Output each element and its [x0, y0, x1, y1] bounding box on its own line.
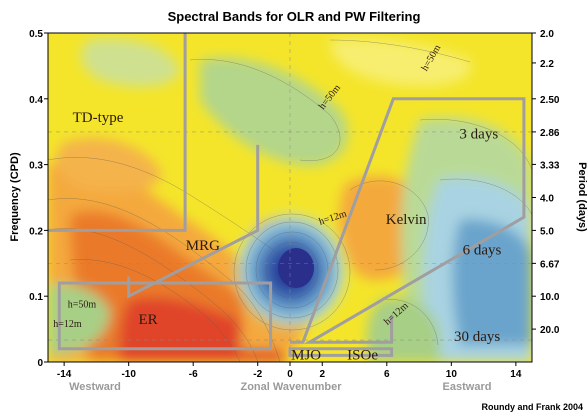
- y-right-tick-label: 20.0: [540, 325, 560, 336]
- heatmap-blue-right: [452, 219, 532, 345]
- band-outline-mrg: [127, 144, 260, 299]
- contour-line: [48, 157, 281, 256]
- contour-line: [265, 241, 319, 299]
- y-axis-right-ticks: 2.0 2.2 2.50 2.86 3.33 4.0 5.0 6.67 10.0 20.0: [532, 29, 560, 336]
- y-right-tick-label: 2.2: [540, 59, 554, 70]
- contour-line: [329, 39, 471, 63]
- x-tick-label: -2: [253, 369, 262, 380]
- heatmap-green-upper: [200, 57, 348, 166]
- band-labels: TD-type MRG Kelvin ER MJO ISOe: [73, 110, 427, 364]
- band-label-td-type: TD-type: [73, 110, 124, 126]
- y-left-tick-label: 0.4: [29, 95, 43, 106]
- contour-line: [245, 221, 339, 319]
- x-tick-label: 14: [510, 369, 522, 380]
- y-right-tick-label: 10.0: [540, 292, 560, 303]
- heatmap-green-left: [48, 283, 110, 355]
- x-tick-label: 6: [384, 369, 390, 380]
- annotation-label: 3 days: [459, 126, 498, 142]
- x-axis-ticks: -14 -10 -6 -2 0 2 6 10 14: [57, 362, 522, 380]
- heatmap-green-topleft: [81, 38, 180, 87]
- band-label-kelvin: Kelvin: [386, 212, 427, 228]
- chart-title: Spectral Bands for OLR and PW Filtering: [168, 9, 421, 24]
- x-tick-label: -14: [57, 369, 72, 380]
- band-label-isoe: ISOe: [347, 348, 378, 364]
- y-left-tick-label: 0.5: [29, 29, 43, 40]
- grid-lines: [48, 33, 532, 362]
- y-left-tick-label: 0.3: [29, 161, 43, 172]
- heatmap-green-bottomright: [367, 297, 440, 362]
- credit-label: Roundy and Frank 2004: [481, 402, 583, 412]
- band-outlines: [48, 33, 526, 357]
- contour-line: [69, 259, 241, 362]
- y-left-tick-label: 0.2: [29, 226, 43, 237]
- annotation-label: h=50m: [68, 299, 97, 310]
- westward-label: Westward: [69, 381, 121, 393]
- y-right-tick-label: 2.86: [540, 128, 560, 139]
- y-right-tick-label: 2.50: [540, 95, 560, 106]
- annotation-label: 6 days: [463, 243, 502, 259]
- contour-line: [48, 198, 281, 362]
- heatmap-blobs: [48, 38, 532, 362]
- annotation-label: h=12m: [53, 319, 82, 330]
- x-axis-label: Zonal Wavenumber: [240, 381, 342, 393]
- y-right-tick-label: 3.33: [540, 160, 560, 171]
- y-left-tick-label: 0.1: [29, 292, 43, 303]
- band-outline-mjo-isoe: [288, 347, 394, 357]
- band-label-mjo: MJO: [291, 348, 321, 364]
- annotation-label: 30 days: [454, 329, 500, 345]
- contour-line: [379, 298, 439, 346]
- band-outline-td-type: [48, 33, 187, 232]
- band-outline-kelvin: [290, 97, 526, 344]
- y-right-tick-label: 4.0: [540, 194, 554, 205]
- x-tick-label: -6: [189, 369, 198, 380]
- y-axis-left-ticks: 0 0.1 0.2 0.3 0.4 0.5: [29, 29, 48, 369]
- heatmap-mjo-peak: [278, 248, 314, 288]
- heatmap-lightyellow-top: [330, 38, 472, 87]
- x-tick-label: 0: [287, 369, 293, 380]
- y-right-tick-label: 2.0: [540, 29, 554, 40]
- band-label-mrg: MRG: [186, 238, 220, 254]
- y-left-tick-label: 0: [37, 358, 43, 369]
- y-right-tick-label: 5.0: [540, 226, 554, 237]
- x-tick-label: 10: [446, 369, 458, 380]
- y-axis-right-label: Period (days): [576, 162, 588, 232]
- contour-line: [439, 178, 532, 216]
- x-tick-label: 2: [319, 369, 325, 380]
- heatmap-orange-topleft: [56, 138, 162, 192]
- y-right-tick-label: 6.67: [540, 259, 560, 270]
- x-tick-label: -10: [121, 369, 136, 380]
- y-axis-left-label: Frequency (CPD): [9, 152, 21, 242]
- heatmap-field: [48, 33, 532, 362]
- band-label-er: ER: [138, 312, 157, 328]
- eastward-label: Eastward: [443, 381, 492, 393]
- contour-line: [233, 213, 351, 331]
- contour-line: [255, 231, 329, 309]
- band-outline-er: [57, 281, 273, 351]
